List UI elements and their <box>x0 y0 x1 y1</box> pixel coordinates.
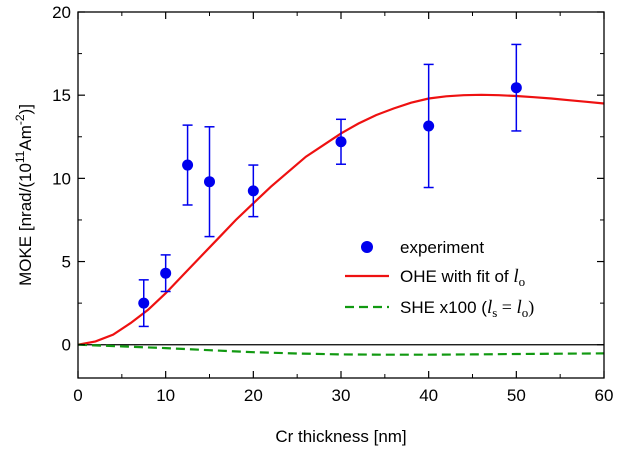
x-tick-label: 20 <box>244 386 263 405</box>
y-tick-label: 0 <box>62 336 71 355</box>
legend-she-text: SHE x100 ( <box>400 298 487 317</box>
y-tick-label: 15 <box>52 86 71 105</box>
series-layer <box>77 43 605 356</box>
she-dashed-line <box>77 343 605 356</box>
legend-marker-experiment <box>361 241 373 253</box>
legend-she-sub2: o <box>522 305 529 320</box>
y-tick-label: 5 <box>62 253 71 272</box>
y-tick-label: 20 <box>52 3 71 22</box>
x-tick-label: 60 <box>595 386 614 405</box>
legend-she-var1: l <box>487 297 492 318</box>
x-tick-label: 10 <box>156 386 175 405</box>
legend-she-sub1: s <box>492 305 497 320</box>
legend-label-she: SHE x100 (ls = lo) <box>400 297 534 320</box>
legend-label-experiment: experiment <box>400 238 484 257</box>
legend-she-close: ) <box>528 297 534 318</box>
x-tick-label: 30 <box>332 386 351 405</box>
legend-she-eq: = <box>497 297 516 317</box>
y-axis-title: MOKE [nrad/(1011Am-2)] <box>13 104 35 286</box>
experiment-point <box>204 176 215 188</box>
legend-label-ohe: OHE with fit of lo <box>400 266 525 289</box>
legend: experiment OHE with fit of lo SHE x100 (… <box>345 238 534 320</box>
x-tick-label: 0 <box>73 386 82 405</box>
experiment-point <box>182 159 194 171</box>
y-tick-label: 10 <box>52 169 71 188</box>
y-axis-title-suffix: )] <box>16 104 35 114</box>
axes-ticks: 0 10 20 30 40 50 60 0 5 10 15 20 <box>52 3 613 405</box>
experiment-point <box>423 120 435 132</box>
experiment-point <box>335 136 347 148</box>
x-tick-label: 40 <box>419 386 438 405</box>
legend-ohe-var: l <box>513 266 518 287</box>
experiment-point <box>510 82 522 94</box>
x-axis-title: Cr thickness [nm] <box>275 427 406 446</box>
experiment-point <box>138 297 150 309</box>
legend-ohe-sub: o <box>519 274 526 289</box>
experiment-point <box>160 267 172 279</box>
legend-she-var2: l <box>516 297 521 318</box>
x-tick-label: 50 <box>507 386 526 405</box>
y-axis-title-exp1: 11 <box>13 150 27 163</box>
y-axis-title-mid: Am <box>16 125 35 151</box>
experiment-point <box>247 185 259 197</box>
y-axis-title-prefix: MOKE [nrad/(10 <box>16 163 35 286</box>
legend-ohe-text: OHE with fit of <box>400 267 513 286</box>
plot-frame <box>77 11 605 379</box>
y-axis-title-exp2: -2 <box>13 114 27 125</box>
